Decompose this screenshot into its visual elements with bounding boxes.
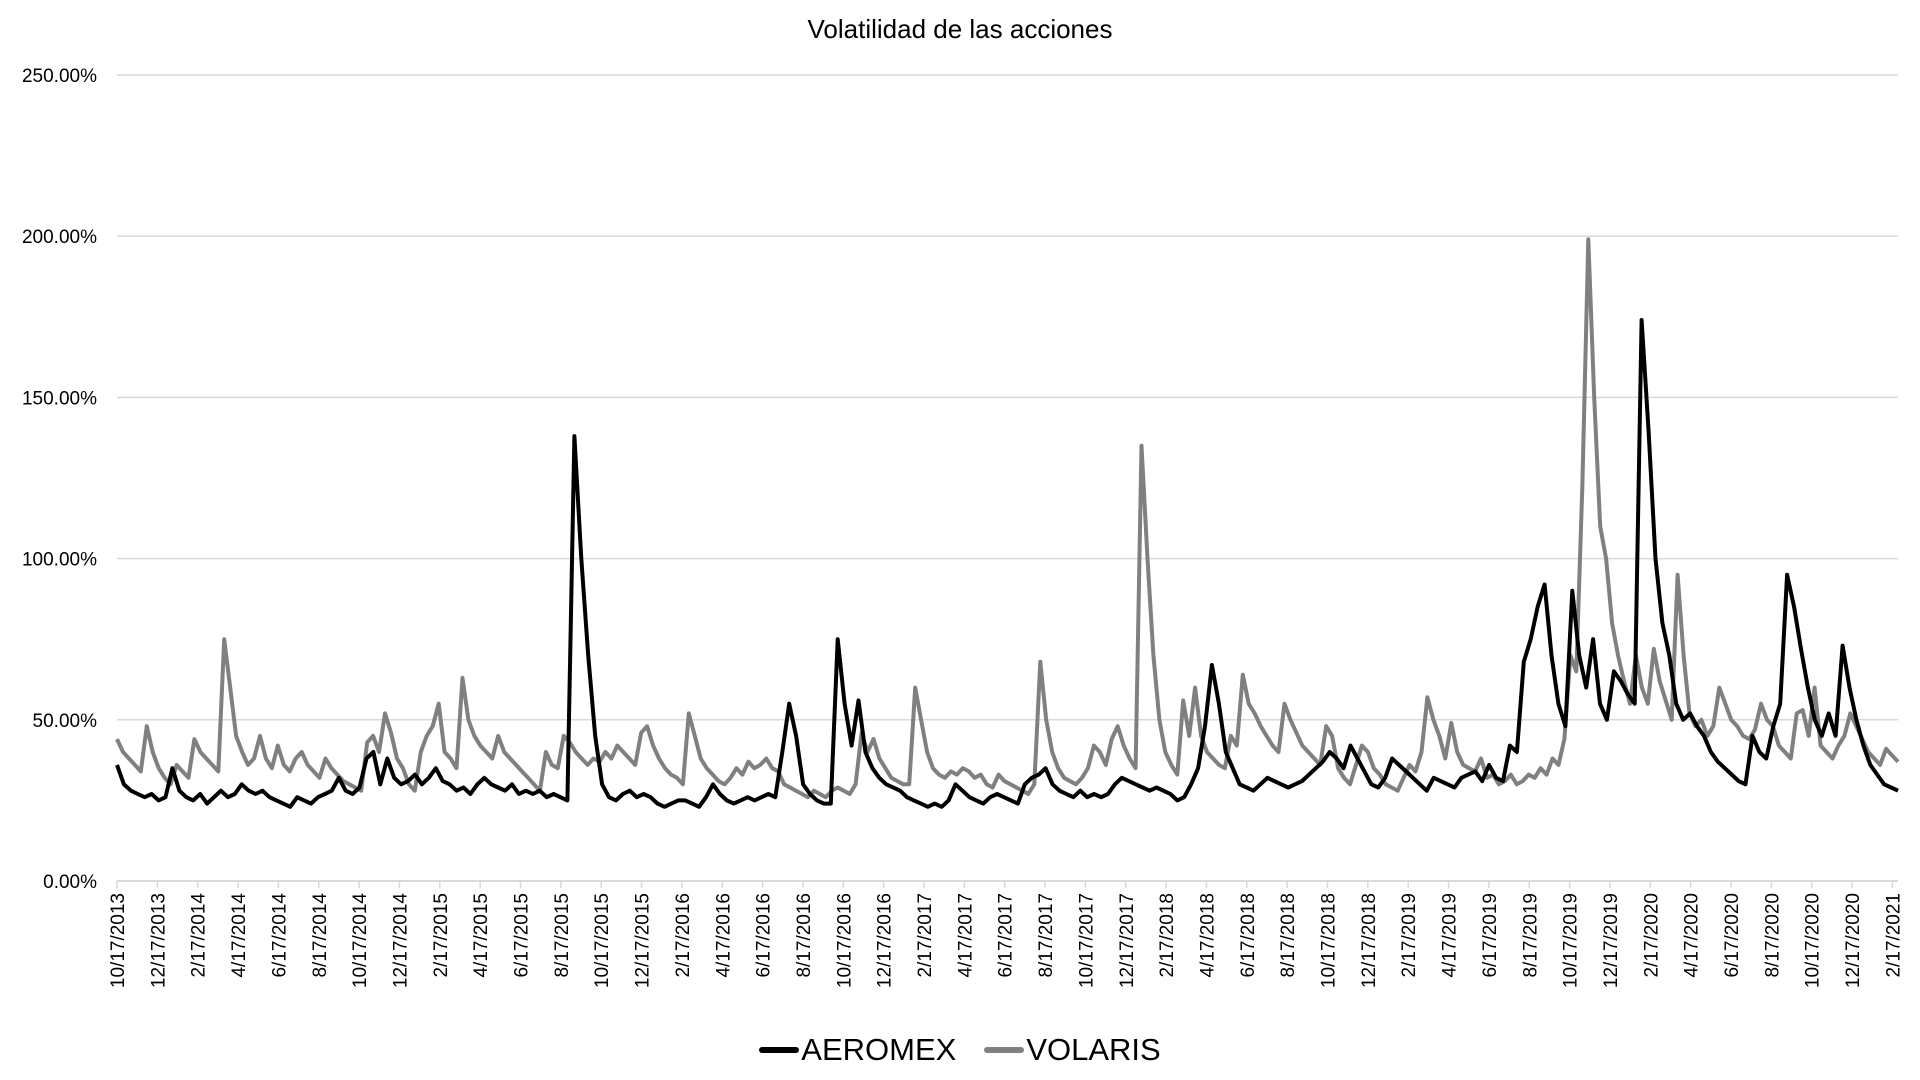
x-tick-label: 2/17/2018 [1157,893,1178,978]
series-line-aeromex [115,318,1899,809]
x-tick-label: 2/17/2015 [431,893,452,978]
x-tick-label: 12/17/2013 [148,893,169,988]
x-tick-label: 12/17/2016 [875,893,896,988]
x-tick-label: 10/17/2017 [1076,893,1097,988]
y-tick-label: 50.00% [33,711,98,732]
x-tick-label: 8/17/2015 [552,893,573,978]
x-tick-label: 12/17/2015 [633,893,654,988]
x-tick-label: 4/17/2018 [1197,893,1218,978]
x-tick-label: 2/17/2021 [1883,893,1904,978]
x-axis-labels: 10/17/2013 12/17/2013 2/17/2014 4/17/2014 6/… [108,893,1904,989]
x-tick-label: 4/17/2019 [1440,893,1461,978]
x-axis [116,880,1898,888]
x-tick-label: 6/17/2014 [269,893,290,978]
series-line-volaris [115,237,1900,800]
x-tick-label: 2/17/2019 [1399,893,1420,978]
x-tick-label: 6/17/2015 [512,893,533,978]
x-tick-label: 10/17/2013 [108,893,129,988]
x-tick-label: 12/17/2017 [1117,893,1138,988]
x-tick-label: 12/17/2014 [390,893,411,989]
x-tick-label: 6/17/2017 [996,893,1017,978]
y-tick-label: 250.00% [22,66,97,87]
x-tick-label: 10/17/2015 [592,893,613,988]
legend-label: VOLARIS [1026,1032,1161,1067]
aeromex-line-swatch-icon [759,1047,800,1053]
x-tick-label: 6/17/2020 [1722,893,1743,978]
legend-label: AEROMEX [801,1032,957,1067]
x-tick-label: 6/17/2019 [1480,893,1501,978]
x-tick-label: 8/17/2019 [1520,893,1541,978]
x-tick-label: 2/17/2020 [1641,893,1662,978]
x-tick-label: 10/17/2020 [1803,893,1824,988]
x-tick-label: 10/17/2014 [350,893,371,989]
x-tick-label: 12/17/2020 [1843,893,1864,988]
y-axis-labels: 0.00% 50.00% 100.00% 150.00% 200.00% 250.00% [22,66,97,893]
x-tick-label: 4/17/2014 [229,893,250,978]
x-tick-label: 12/17/2018 [1359,893,1380,988]
x-tick-label: 4/17/2017 [955,893,976,978]
legend: AEROMEX VOLARIS [0,1032,1920,1068]
x-tick-label: 4/17/2016 [713,893,734,978]
x-tick-label: 4/17/2020 [1682,893,1703,978]
x-tick-label: 10/17/2018 [1319,893,1340,988]
legend-item-volaris: VOLARIS [984,1032,1161,1068]
y-tick-label: 0.00% [43,872,97,893]
x-tick-label: 8/17/2014 [310,893,331,978]
x-tick-label: 2/17/2017 [915,893,936,978]
x-tick-label: 10/17/2016 [834,893,855,988]
series-lines [115,237,1900,809]
y-tick-label: 100.00% [22,550,97,571]
x-tick-label: 2/17/2014 [189,893,210,978]
x-tick-label: 8/17/2016 [794,893,815,978]
x-tick-label: 12/17/2019 [1601,893,1622,988]
x-tick-label: 2/17/2016 [673,893,694,978]
chart-title: Volatilidad de las acciones [807,14,1113,44]
x-tick-label: 10/17/2019 [1561,893,1582,988]
legend-item-aeromex: AEROMEX [759,1032,956,1068]
x-tick-label: 8/17/2020 [1762,893,1783,978]
gridlines [117,74,1898,882]
y-tick-label: 200.00% [22,227,97,248]
y-tick-label: 150.00% [22,388,97,409]
volaris-line-swatch-icon [984,1047,1025,1053]
x-tick-label: 4/17/2015 [471,893,492,978]
line-chart: 0.00%50.00%100.00%150.00%200.00%250.00% … [22,66,1904,989]
x-tick-label: 6/17/2016 [754,893,775,978]
x-tick-label: 6/17/2018 [1238,893,1259,978]
x-tick-label: 8/17/2018 [1278,893,1299,978]
x-tick-label: 8/17/2017 [1036,893,1057,978]
